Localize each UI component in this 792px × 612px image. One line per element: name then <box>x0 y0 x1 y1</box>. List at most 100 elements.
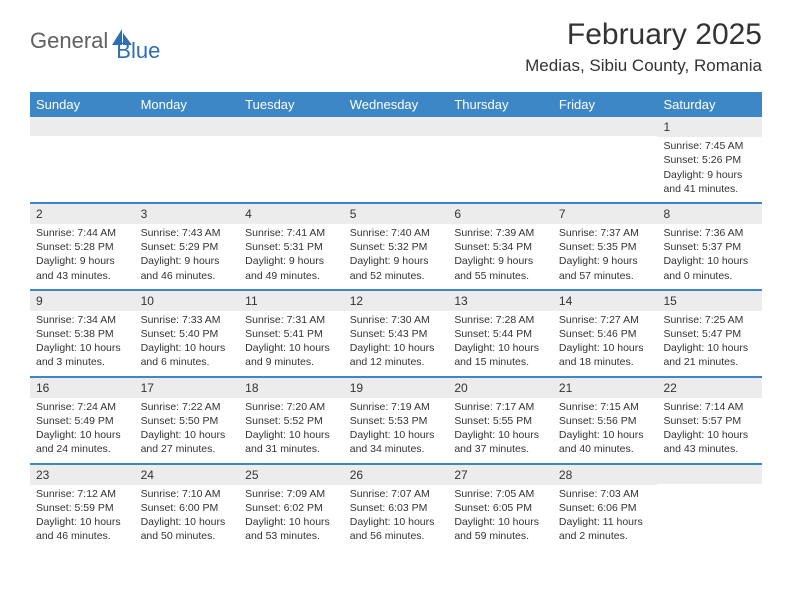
day-cell <box>135 117 240 202</box>
sunset-text: Sunset: 5:41 PM <box>245 327 338 341</box>
day-cell: 22Sunrise: 7:14 AMSunset: 5:57 PMDayligh… <box>657 378 762 463</box>
sunrise-text: Sunrise: 7:34 AM <box>36 313 129 327</box>
daylight-text: Daylight: 10 hours and 9 minutes. <box>245 341 338 369</box>
day-cell: 27Sunrise: 7:05 AMSunset: 6:05 PMDayligh… <box>448 465 553 550</box>
weekday-header: Sunday Monday Tuesday Wednesday Thursday… <box>30 92 762 117</box>
day-content: Sunrise: 7:10 AMSunset: 6:00 PMDaylight:… <box>135 485 240 550</box>
weekday-fri: Friday <box>553 92 658 117</box>
daylight-text: Daylight: 10 hours and 46 minutes. <box>36 515 129 543</box>
sunset-text: Sunset: 6:00 PM <box>141 501 234 515</box>
sunset-text: Sunset: 5:38 PM <box>36 327 129 341</box>
day-content: Sunrise: 7:40 AMSunset: 5:32 PMDaylight:… <box>344 224 449 289</box>
day-number: 25 <box>239 465 344 485</box>
sunrise-text: Sunrise: 7:30 AM <box>350 313 443 327</box>
sunrise-text: Sunrise: 7:37 AM <box>559 226 652 240</box>
day-number: 13 <box>448 291 553 311</box>
daylight-text: Daylight: 10 hours and 21 minutes. <box>663 341 756 369</box>
day-number: 14 <box>553 291 658 311</box>
sunrise-text: Sunrise: 7:07 AM <box>350 487 443 501</box>
daylight-text: Daylight: 10 hours and 53 minutes. <box>245 515 338 543</box>
day-number <box>344 117 449 136</box>
sunset-text: Sunset: 5:46 PM <box>559 327 652 341</box>
daylight-text: Daylight: 10 hours and 15 minutes. <box>454 341 547 369</box>
day-number: 2 <box>30 204 135 224</box>
sunset-text: Sunset: 5:26 PM <box>663 153 756 167</box>
day-cell: 24Sunrise: 7:10 AMSunset: 6:00 PMDayligh… <box>135 465 240 550</box>
day-number: 1 <box>657 117 762 137</box>
daylight-text: Daylight: 9 hours and 57 minutes. <box>559 254 652 282</box>
sunset-text: Sunset: 5:56 PM <box>559 414 652 428</box>
sunrise-text: Sunrise: 7:44 AM <box>36 226 129 240</box>
sunrise-text: Sunrise: 7:33 AM <box>141 313 234 327</box>
sunset-text: Sunset: 5:52 PM <box>245 414 338 428</box>
daylight-text: Daylight: 9 hours and 41 minutes. <box>663 168 756 196</box>
month-title: February 2025 <box>525 18 762 52</box>
day-cell: 23Sunrise: 7:12 AMSunset: 5:59 PMDayligh… <box>30 465 135 550</box>
sunrise-text: Sunrise: 7:31 AM <box>245 313 338 327</box>
day-number: 6 <box>448 204 553 224</box>
location-label: Medias, Sibiu County, Romania <box>525 56 762 76</box>
day-cell: 21Sunrise: 7:15 AMSunset: 5:56 PMDayligh… <box>553 378 658 463</box>
day-content: Sunrise: 7:45 AMSunset: 5:26 PMDaylight:… <box>657 137 762 202</box>
day-number <box>448 117 553 136</box>
day-content: Sunrise: 7:30 AMSunset: 5:43 PMDaylight:… <box>344 311 449 376</box>
day-number: 18 <box>239 378 344 398</box>
day-number: 16 <box>30 378 135 398</box>
day-content: Sunrise: 7:31 AMSunset: 5:41 PMDaylight:… <box>239 311 344 376</box>
day-cell: 16Sunrise: 7:24 AMSunset: 5:49 PMDayligh… <box>30 378 135 463</box>
daylight-text: Daylight: 10 hours and 50 minutes. <box>141 515 234 543</box>
day-number: 26 <box>344 465 449 485</box>
day-content: Sunrise: 7:12 AMSunset: 5:59 PMDaylight:… <box>30 485 135 550</box>
day-content: Sunrise: 7:05 AMSunset: 6:05 PMDaylight:… <box>448 485 553 550</box>
sunrise-text: Sunrise: 7:27 AM <box>559 313 652 327</box>
sunrise-text: Sunrise: 7:41 AM <box>245 226 338 240</box>
day-number: 20 <box>448 378 553 398</box>
day-cell: 18Sunrise: 7:20 AMSunset: 5:52 PMDayligh… <box>239 378 344 463</box>
day-number: 24 <box>135 465 240 485</box>
daylight-text: Daylight: 10 hours and 59 minutes. <box>454 515 547 543</box>
sunrise-text: Sunrise: 7:10 AM <box>141 487 234 501</box>
day-content: Sunrise: 7:25 AMSunset: 5:47 PMDaylight:… <box>657 311 762 376</box>
day-cell <box>553 117 658 202</box>
day-content: Sunrise: 7:17 AMSunset: 5:55 PMDaylight:… <box>448 398 553 463</box>
day-cell: 7Sunrise: 7:37 AMSunset: 5:35 PMDaylight… <box>553 204 658 289</box>
day-cell: 2Sunrise: 7:44 AMSunset: 5:28 PMDaylight… <box>30 204 135 289</box>
day-content: Sunrise: 7:43 AMSunset: 5:29 PMDaylight:… <box>135 224 240 289</box>
daylight-text: Daylight: 10 hours and 43 minutes. <box>663 428 756 456</box>
day-content: Sunrise: 7:27 AMSunset: 5:46 PMDaylight:… <box>553 311 658 376</box>
day-number: 3 <box>135 204 240 224</box>
sunrise-text: Sunrise: 7:12 AM <box>36 487 129 501</box>
sunset-text: Sunset: 5:59 PM <box>36 501 129 515</box>
sunrise-text: Sunrise: 7:43 AM <box>141 226 234 240</box>
sunrise-text: Sunrise: 7:36 AM <box>663 226 756 240</box>
day-cell <box>344 117 449 202</box>
sunset-text: Sunset: 5:43 PM <box>350 327 443 341</box>
daylight-text: Daylight: 9 hours and 52 minutes. <box>350 254 443 282</box>
sunrise-text: Sunrise: 7:19 AM <box>350 400 443 414</box>
day-cell: 1Sunrise: 7:45 AMSunset: 5:26 PMDaylight… <box>657 117 762 202</box>
logo: General Blue <box>30 18 160 64</box>
sunrise-text: Sunrise: 7:45 AM <box>663 139 756 153</box>
day-content: Sunrise: 7:44 AMSunset: 5:28 PMDaylight:… <box>30 224 135 289</box>
day-number: 23 <box>30 465 135 485</box>
day-content: Sunrise: 7:19 AMSunset: 5:53 PMDaylight:… <box>344 398 449 463</box>
calendar: Sunday Monday Tuesday Wednesday Thursday… <box>30 92 762 549</box>
sunset-text: Sunset: 5:31 PM <box>245 240 338 254</box>
day-content: Sunrise: 7:09 AMSunset: 6:02 PMDaylight:… <box>239 485 344 550</box>
sunset-text: Sunset: 5:29 PM <box>141 240 234 254</box>
day-content: Sunrise: 7:20 AMSunset: 5:52 PMDaylight:… <box>239 398 344 463</box>
day-cell: 10Sunrise: 7:33 AMSunset: 5:40 PMDayligh… <box>135 291 240 376</box>
day-content: Sunrise: 7:24 AMSunset: 5:49 PMDaylight:… <box>30 398 135 463</box>
sunset-text: Sunset: 5:40 PM <box>141 327 234 341</box>
day-number <box>239 117 344 136</box>
day-cell <box>239 117 344 202</box>
day-number: 27 <box>448 465 553 485</box>
day-number: 12 <box>344 291 449 311</box>
sunrise-text: Sunrise: 7:15 AM <box>559 400 652 414</box>
day-content: Sunrise: 7:41 AMSunset: 5:31 PMDaylight:… <box>239 224 344 289</box>
daylight-text: Daylight: 9 hours and 55 minutes. <box>454 254 547 282</box>
day-cell: 5Sunrise: 7:40 AMSunset: 5:32 PMDaylight… <box>344 204 449 289</box>
sunrise-text: Sunrise: 7:17 AM <box>454 400 547 414</box>
day-content: Sunrise: 7:15 AMSunset: 5:56 PMDaylight:… <box>553 398 658 463</box>
sunrise-text: Sunrise: 7:28 AM <box>454 313 547 327</box>
